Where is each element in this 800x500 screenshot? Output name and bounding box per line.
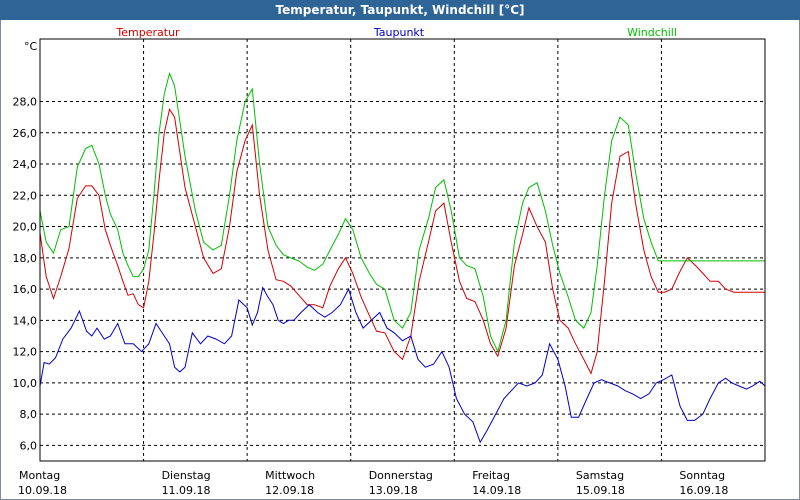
x-axis-ticks: Montag 10.09.18 Dienstag 11.09.18 Mittwoch 12… <box>18 469 728 497</box>
x-tick-date: 15.09.18 <box>576 484 625 497</box>
y-axis-ticks: 6,0 8,0 10,0 12,0 14,0 16,0 18,0 20,0 22,0 24,0 26… <box>13 96 38 453</box>
series-lines <box>39 71 766 444</box>
x-tick-date: 11.09.18 <box>162 484 211 497</box>
y-tick-label: 14,0 <box>13 314 38 327</box>
y-tick-label: 6,0 <box>20 439 38 452</box>
chart-title: Temperatur, Taupunkt, Windchill [°C] <box>0 0 800 20</box>
y-tick-label: 12,0 <box>13 346 38 359</box>
series-line-taupunkt <box>39 286 766 444</box>
x-tick-date: 14.09.18 <box>472 484 521 497</box>
x-tick-weekday: Samstag <box>576 469 624 482</box>
x-tick-weekday: Dienstag <box>162 469 211 482</box>
x-tick-weekday: Montag <box>19 469 60 482</box>
y-axis-unit-label: °C <box>24 40 38 53</box>
legend: Temperatur Taupunkt Windchill <box>115 26 677 39</box>
y-tick-label: 8,0 <box>20 408 38 421</box>
x-tick-weekday: Sonntag <box>679 469 725 482</box>
legend-windchill: Windchill <box>627 26 677 39</box>
legend-temperatur: Temperatur <box>115 26 180 39</box>
x-tick-weekday: Mittwoch <box>265 469 315 482</box>
legend-taupunkt: Taupunkt <box>373 26 425 39</box>
x-tick-date: 16.09.18 <box>679 484 728 497</box>
x-tick-date: 10.09.18 <box>18 484 67 497</box>
y-tick-label: 16,0 <box>13 283 38 296</box>
y-tick-label: 10,0 <box>13 377 38 390</box>
series-line-temperatur <box>39 108 765 375</box>
plot-border <box>39 38 766 462</box>
x-tick-date: 12.09.18 <box>265 484 314 497</box>
y-tick-label: 18,0 <box>13 252 38 265</box>
y-tick-label: 22,0 <box>13 189 38 202</box>
x-tick-weekday: Freitag <box>472 469 510 482</box>
series-line-windchill <box>39 71 765 354</box>
y-tick-label: 28,0 <box>13 96 38 109</box>
y-tick-label: 24,0 <box>13 158 38 171</box>
x-tick-weekday: Donnerstag <box>369 469 433 482</box>
x-tick-date: 13.09.18 <box>369 484 418 497</box>
y-tick-label: 26,0 <box>13 127 38 140</box>
y-tick-label: 20,0 <box>13 221 38 234</box>
